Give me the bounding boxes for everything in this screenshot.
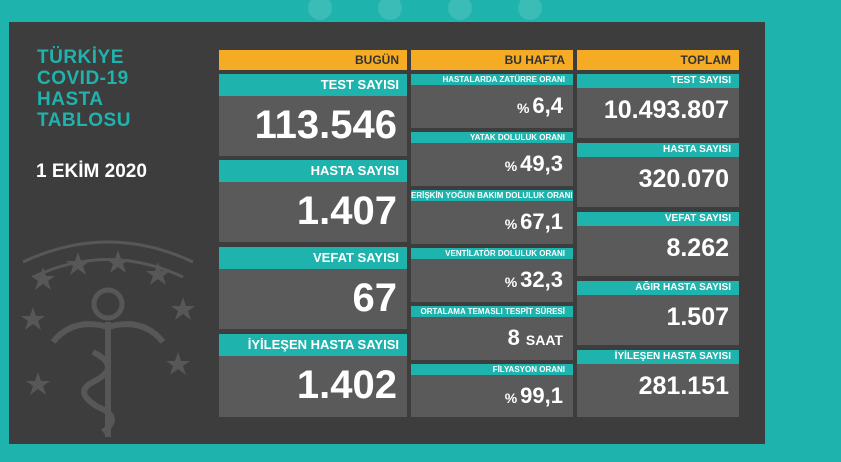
- today-patient-card: HASTA SAYISI 1.407: [219, 160, 407, 242]
- card-label: HASTALARDA ZATÜRRE ORANI: [411, 74, 573, 85]
- card-label: VEFAT SAYISI: [219, 247, 407, 269]
- header-week: BU HAFTA: [411, 50, 573, 70]
- percent-sign: %: [504, 216, 518, 232]
- card-label: FİLYASYON ORANI: [411, 364, 573, 375]
- week-icu-occupancy-card: ERİŞKİN YOĞUN BAKIM DOLULUK ORANI % 67,1: [411, 190, 573, 244]
- value-number: 6,4: [532, 93, 563, 118]
- total-death-card: VEFAT SAYISI 8.262: [577, 212, 739, 276]
- value-number: 32,3: [520, 267, 563, 292]
- card-label: HASTA SAYISI: [219, 160, 407, 182]
- page-title: TÜRKİYE COVID-19 HASTA TABLOSU: [37, 47, 131, 131]
- header-today: BUGÜN: [219, 50, 407, 70]
- card-label: ORTALAMA TEMASLI TESPİT SÜRESİ: [411, 306, 573, 317]
- today-test-card: TEST SAYISI 113.546: [219, 74, 407, 156]
- card-label: VEFAT SAYISI: [577, 212, 739, 226]
- value-number: 49,3: [520, 151, 563, 176]
- card-value: 1.507: [666, 303, 729, 331]
- week-ventilator-occupancy-card: VENTİLATÖR DOLULUK ORANI % 32,3: [411, 248, 573, 302]
- card-value: 8.262: [666, 234, 729, 262]
- total-recovered-card: İYİLEŞEN HASTA SAYISI 281.151: [577, 350, 739, 417]
- percent-sign: %: [504, 158, 518, 174]
- title-line: TABLOSU: [37, 110, 131, 131]
- card-label: TEST SAYISI: [577, 74, 739, 88]
- card-value: % 49,3: [411, 143, 573, 187]
- card-value: 8 SAAT: [411, 317, 573, 361]
- card-value: % 32,3: [411, 259, 573, 303]
- header-total: TOPLAM: [577, 50, 739, 70]
- card-label: VENTİLATÖR DOLULUK ORANI: [411, 248, 573, 259]
- value-number: 8: [507, 325, 520, 350]
- card-value: % 6,4: [411, 85, 573, 129]
- total-severe-patient-card: AĞIR HASTA SAYISI 1.507: [577, 281, 739, 345]
- card-label: YATAK DOLULUK ORANI: [411, 132, 573, 143]
- today-death-card: VEFAT SAYISI 67: [219, 247, 407, 329]
- card-label: HASTA SAYISI: [577, 143, 739, 157]
- total-test-card: TEST SAYISI 10.493.807: [577, 74, 739, 138]
- card-value: 281.151: [638, 372, 729, 400]
- total-patient-card: HASTA SAYISI 320.070: [577, 143, 739, 207]
- value-unit: SAAT: [525, 332, 563, 348]
- card-value: 113.546: [254, 103, 397, 147]
- covid-table-board: TÜRKİYE COVID-19 HASTA TABLOSU 1 EKİM 20…: [9, 22, 765, 444]
- card-value: 1.402: [296, 363, 397, 407]
- card-value: 320.070: [638, 165, 729, 193]
- card-value: % 67,1: [411, 201, 573, 245]
- card-value: 1.407: [296, 189, 397, 233]
- week-filiation-card: FİLYASYON ORANI % 99,1: [411, 364, 573, 417]
- value-number: 99,1: [520, 383, 563, 408]
- card-value: 67: [352, 276, 398, 320]
- card-value: % 99,1: [411, 375, 573, 419]
- card-label: TEST SAYISI: [219, 74, 407, 96]
- today-recovered-card: İYİLEŞEN HASTA SAYISI 1.402: [219, 334, 407, 417]
- week-pneumonia-card: HASTALARDA ZATÜRRE ORANI % 6,4: [411, 74, 573, 128]
- percent-sign: %: [516, 100, 530, 116]
- title-line: HASTA: [37, 89, 104, 110]
- ministry-of-health-emblem-icon: [21, 240, 195, 437]
- percent-sign: %: [504, 390, 518, 406]
- card-label: İYİLEŞEN HASTA SAYISI: [577, 350, 739, 364]
- week-contact-tracing-card: ORTALAMA TEMASLI TESPİT SÜRESİ 8 SAAT: [411, 306, 573, 360]
- card-label: ERİŞKİN YOĞUN BAKIM DOLULUK ORANI: [411, 190, 573, 201]
- card-value: 10.493.807: [603, 96, 729, 124]
- value-number: 67,1: [520, 209, 563, 234]
- card-label: İYİLEŞEN HASTA SAYISI: [219, 334, 407, 356]
- percent-sign: %: [504, 274, 518, 290]
- card-label: AĞIR HASTA SAYISI: [577, 281, 739, 295]
- background-ornament-icon: [308, 0, 542, 20]
- title-line: COVID-19: [37, 68, 129, 89]
- report-date: 1 EKİM 2020: [36, 161, 147, 182]
- week-bed-occupancy-card: YATAK DOLULUK ORANI % 49,3: [411, 132, 573, 186]
- title-line: TÜRKİYE: [37, 47, 124, 68]
